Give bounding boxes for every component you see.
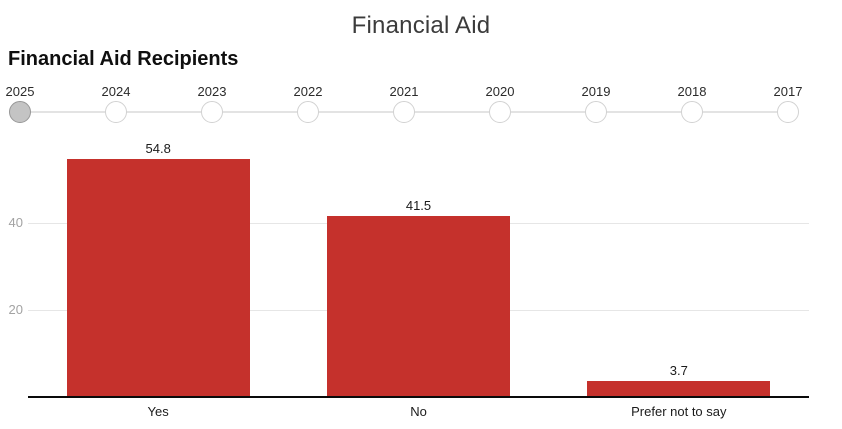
bar-value-label: 3.7 — [669, 362, 688, 378]
slider-year-label-2018: 2018 — [677, 84, 707, 99]
bar-value-label: 54.8 — [145, 140, 171, 156]
slider-year-label-2017: 2017 — [773, 84, 803, 99]
bar-category-label: Yes — [147, 404, 169, 419]
slider-stop-2020[interactable] — [489, 101, 511, 123]
bar-no — [327, 216, 510, 397]
slider-year-label-2019: 2019 — [581, 84, 611, 99]
slider-year-label-2021: 2021 — [389, 84, 419, 99]
section-heading: Financial Aid Recipients — [8, 48, 239, 70]
slider-stop-2025[interactable] — [9, 101, 31, 123]
slider-year-label-2023: 2023 — [197, 84, 227, 99]
slider-stop-2021[interactable] — [393, 101, 415, 123]
x-axis-line — [28, 396, 809, 398]
slider-stop-2017[interactable] — [777, 101, 799, 123]
slider-year-label-2025: 2025 — [5, 84, 35, 99]
slider-stop-2023[interactable] — [201, 101, 223, 123]
bar-category-label: No — [410, 404, 427, 419]
ytick-label-40: 40 — [8, 215, 23, 230]
slider-stop-2019[interactable] — [585, 101, 607, 123]
slider-year-label-2022: 2022 — [293, 84, 323, 99]
slider-stop-2022[interactable] — [297, 101, 319, 123]
slider-stop-2024[interactable] — [105, 101, 127, 123]
chart-title: Financial Aid — [351, 12, 491, 39]
slider-year-label-2024: 2024 — [101, 84, 131, 99]
slider-stop-2018[interactable] — [681, 101, 703, 123]
bar-category-label: Prefer not to say — [631, 404, 727, 419]
bar-value-label: 41.5 — [405, 198, 432, 214]
ytick-label-20: 20 — [8, 302, 23, 317]
slider-year-label-2020: 2020 — [485, 84, 515, 99]
bar-prefer-not-to-say — [587, 380, 771, 397]
bar-yes — [66, 158, 250, 397]
